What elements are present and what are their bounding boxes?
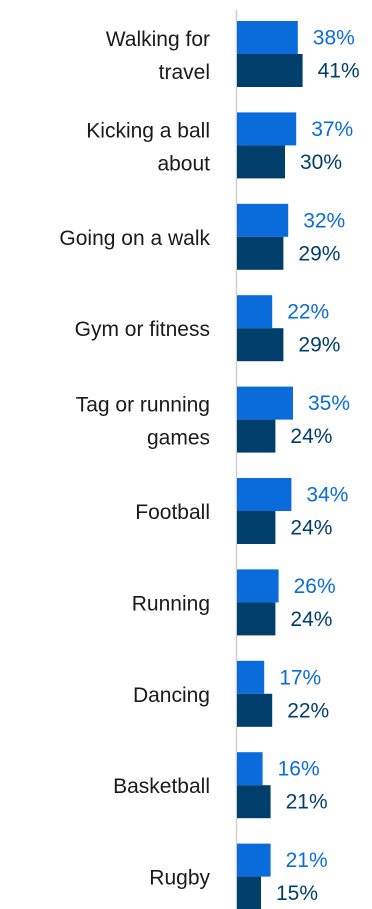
category-label-6: Running xyxy=(132,592,210,615)
bar-series2-1 xyxy=(237,145,285,179)
bar-series2-9 xyxy=(237,876,261,909)
value-label-series2-1: 30% xyxy=(300,151,342,174)
bar-series2-7 xyxy=(237,693,273,727)
value-label-series2-5: 24% xyxy=(290,517,332,540)
value-label-series2-0: 41% xyxy=(318,60,360,83)
bar-series1-5 xyxy=(237,478,292,511)
category-label-4: Tag or running games xyxy=(76,394,210,450)
value-label-series1-3: 22% xyxy=(287,301,329,324)
bar-series1-3 xyxy=(237,295,273,329)
bar-series2-5 xyxy=(237,511,276,544)
value-label-series2-9: 15% xyxy=(276,882,318,905)
bar-series1-2 xyxy=(237,203,289,237)
bar-series1-8 xyxy=(237,752,263,786)
value-label-series1-6: 26% xyxy=(294,575,336,598)
bar-series1-1 xyxy=(237,112,297,146)
category-label-8: Basketball xyxy=(113,775,210,798)
category-label-2: Going on a walk xyxy=(59,227,210,250)
category-label-7: Dancing xyxy=(133,684,210,707)
bars-group xyxy=(237,21,303,909)
category-label-0: Walking for travel xyxy=(106,28,210,84)
value-label-series1-9: 21% xyxy=(286,849,328,872)
category-label-5: Football xyxy=(135,501,210,524)
value-label-series1-4: 35% xyxy=(308,392,350,415)
bar-series2-2 xyxy=(237,236,284,270)
bar-series1-0 xyxy=(237,21,298,54)
category-label-3: Gym or fitness xyxy=(75,318,210,341)
value-label-series1-5: 34% xyxy=(306,484,348,507)
value-label-series1-8: 16% xyxy=(278,758,320,781)
value-labels-group: 38% 41% 37% 30% 32% 29% 22% 29% 35% 24% 34% 24% 26% 2… xyxy=(276,27,360,906)
category-labels-group: Walking for travel Kicking a ball about Goin… xyxy=(59,28,210,890)
value-label-series1-7: 17% xyxy=(279,666,321,689)
bar-series1-7 xyxy=(237,660,265,694)
bar-series1-6 xyxy=(237,569,279,603)
value-label-series2-7: 22% xyxy=(287,699,329,722)
bar-series2-3 xyxy=(237,328,284,362)
value-label-series1-2: 32% xyxy=(303,209,345,232)
value-label-series2-3: 29% xyxy=(298,334,340,357)
value-label-series2-8: 21% xyxy=(286,791,328,814)
bar-series2-6 xyxy=(237,602,276,636)
value-label-series1-0: 38% xyxy=(313,27,355,50)
bar-series2-4 xyxy=(237,419,276,453)
bar-series2-0 xyxy=(237,54,303,87)
value-label-series2-2: 29% xyxy=(298,242,340,265)
bar-series1-9 xyxy=(237,843,271,877)
category-label-9: Rugby xyxy=(149,867,210,890)
bar-series2-8 xyxy=(237,785,271,819)
value-label-series1-1: 37% xyxy=(311,118,353,141)
value-label-series2-4: 24% xyxy=(290,425,332,448)
bar-series1-4 xyxy=(237,386,293,420)
category-label-1: Kicking a ball about xyxy=(86,119,210,175)
value-label-series2-6: 24% xyxy=(290,608,332,631)
